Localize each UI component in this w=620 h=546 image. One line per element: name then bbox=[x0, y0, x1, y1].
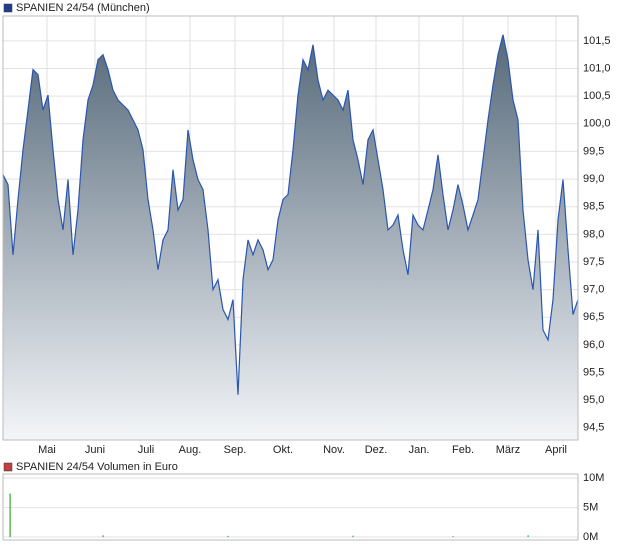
volume-bar bbox=[9, 493, 11, 538]
price-line bbox=[2, 34, 579, 395]
legend-label: SPANIEN 24/54 Volumen in Euro bbox=[16, 461, 178, 473]
y-tick-label: 95,0 bbox=[583, 394, 604, 406]
legend-label: SPANIEN 24/54 (München) bbox=[16, 2, 150, 14]
y-tick-label: 101,5 bbox=[583, 35, 611, 47]
y-tick-label: 101,0 bbox=[583, 62, 611, 74]
plot-frame bbox=[2, 473, 579, 541]
y-tick-label: 0M bbox=[583, 531, 598, 543]
x-tick-label: März bbox=[496, 444, 520, 456]
y-tick-label: 98,5 bbox=[583, 201, 604, 213]
y-tick-label: 99,5 bbox=[583, 145, 604, 157]
volume-bar bbox=[527, 535, 529, 538]
x-tick-label: April bbox=[545, 444, 567, 456]
plot-frame bbox=[2, 15, 579, 441]
x-tick-label: Jan. bbox=[409, 444, 430, 456]
x-tick-label: Mai bbox=[38, 444, 56, 456]
y-tick-label: 95,5 bbox=[583, 366, 604, 378]
x-tick-label: Dez. bbox=[365, 444, 388, 456]
y-tick-label: 99,0 bbox=[583, 173, 604, 185]
y-tick-label: 10M bbox=[583, 472, 604, 484]
price-area bbox=[3, 34, 578, 441]
x-tick-label: Sep. bbox=[224, 444, 247, 456]
volume-bar bbox=[227, 535, 229, 538]
x-tick-label: Aug. bbox=[179, 444, 202, 456]
y-tick-label: 97,0 bbox=[583, 284, 604, 296]
legend-swatch bbox=[3, 462, 13, 472]
volume-bar bbox=[352, 535, 354, 538]
y-tick-label: 100,0 bbox=[583, 118, 611, 130]
y-tick-label: 5M bbox=[583, 501, 598, 513]
y-tick-label: 96,0 bbox=[583, 339, 604, 351]
y-tick-label: 98,0 bbox=[583, 228, 604, 240]
y-tick-label: 94,5 bbox=[583, 422, 604, 434]
x-tick-label: Juni bbox=[85, 444, 105, 456]
y-tick-label: 97,5 bbox=[583, 256, 604, 268]
legend-swatch bbox=[3, 3, 13, 13]
x-tick-label: Okt. bbox=[273, 444, 293, 456]
y-tick-label: 96,5 bbox=[583, 311, 604, 323]
x-tick-label: Feb. bbox=[452, 444, 474, 456]
y-tick-label: 100,5 bbox=[583, 90, 611, 102]
volume-bar bbox=[452, 536, 454, 538]
x-tick-label: Juli bbox=[138, 444, 155, 456]
x-tick-label: Nov. bbox=[323, 444, 345, 456]
volume-bar bbox=[102, 535, 104, 538]
